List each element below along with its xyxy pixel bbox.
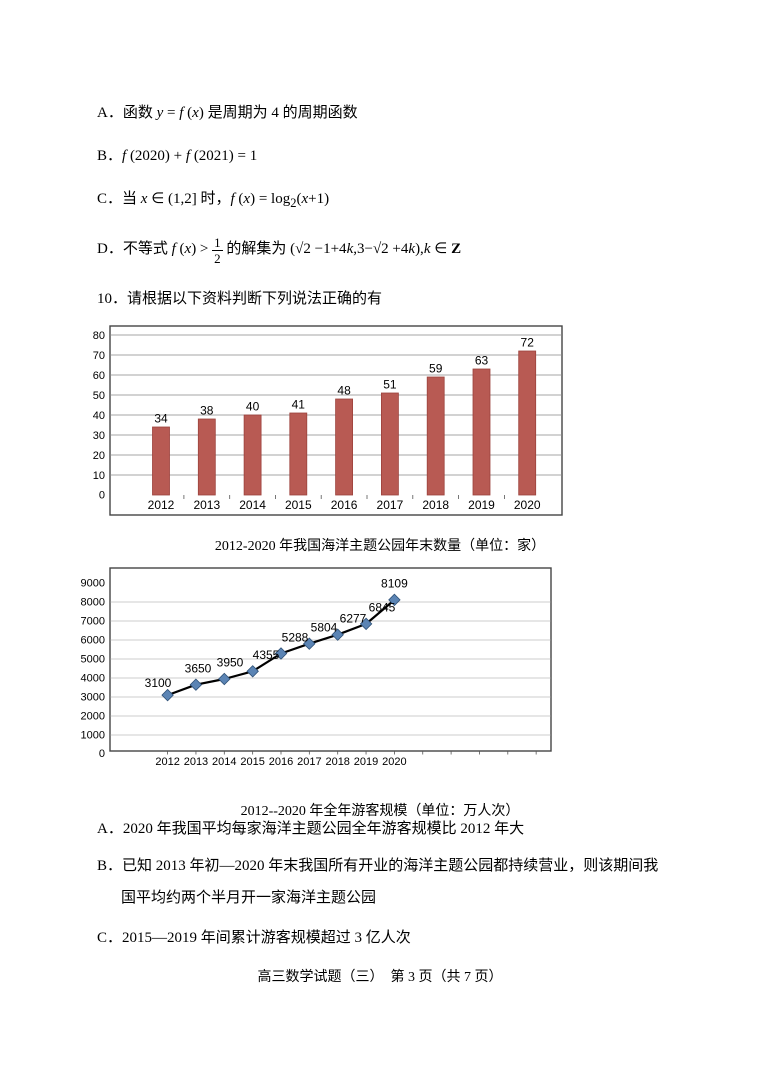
svg-text:10: 10 — [93, 470, 105, 482]
svg-text:2015: 2015 — [240, 756, 264, 768]
svg-text:48: 48 — [337, 384, 351, 398]
svg-text:4355: 4355 — [253, 648, 280, 662]
svg-text:3000: 3000 — [81, 692, 105, 704]
svg-text:34: 34 — [154, 412, 168, 426]
svg-text:5000: 5000 — [81, 654, 105, 666]
svg-text:8109: 8109 — [381, 577, 408, 591]
svg-text:38: 38 — [200, 404, 214, 418]
svg-text:6000: 6000 — [81, 635, 105, 647]
svg-text:0: 0 — [99, 490, 105, 502]
svg-text:2019: 2019 — [354, 756, 378, 768]
svg-text:8000: 8000 — [81, 597, 105, 609]
svg-text:20: 20 — [93, 450, 105, 462]
svg-text:41: 41 — [292, 398, 306, 412]
svg-text:2000: 2000 — [81, 711, 105, 723]
svg-text:2015: 2015 — [285, 498, 312, 512]
svg-text:80: 80 — [93, 330, 105, 342]
svg-text:0: 0 — [99, 748, 105, 760]
svg-text:2018: 2018 — [325, 756, 349, 768]
svg-text:2013: 2013 — [184, 756, 208, 768]
svg-text:51: 51 — [383, 378, 397, 392]
svg-text:2019: 2019 — [468, 498, 495, 512]
svg-text:9000: 9000 — [81, 578, 105, 590]
svg-text:3650: 3650 — [185, 662, 212, 676]
svg-text:2020: 2020 — [514, 498, 541, 512]
svg-text:2018: 2018 — [422, 498, 449, 512]
svg-text:7000: 7000 — [81, 616, 105, 628]
svg-text:3100: 3100 — [145, 676, 172, 690]
svg-text:30: 30 — [93, 430, 105, 442]
svg-text:72: 72 — [521, 336, 535, 350]
svg-text:2017: 2017 — [297, 756, 321, 768]
svg-text:2012: 2012 — [155, 756, 179, 768]
svg-text:4000: 4000 — [81, 673, 105, 685]
svg-text:6845: 6845 — [369, 601, 396, 615]
svg-text:50: 50 — [93, 390, 105, 402]
svg-text:40: 40 — [93, 410, 105, 422]
svg-text:5804: 5804 — [311, 621, 338, 635]
svg-text:2016: 2016 — [269, 756, 293, 768]
svg-text:40: 40 — [246, 400, 260, 414]
svg-text:2017: 2017 — [377, 498, 404, 512]
svg-text:6277: 6277 — [340, 612, 367, 626]
svg-text:1000: 1000 — [81, 730, 105, 742]
svg-text:5288: 5288 — [282, 630, 309, 644]
svg-text:63: 63 — [475, 354, 489, 368]
svg-text:3950: 3950 — [217, 656, 244, 670]
svg-text:2013: 2013 — [193, 498, 220, 512]
svg-text:70: 70 — [93, 350, 105, 362]
svg-text:60: 60 — [93, 370, 105, 382]
svg-text:59: 59 — [429, 362, 443, 376]
svg-text:2014: 2014 — [239, 498, 266, 512]
svg-text:2016: 2016 — [331, 498, 358, 512]
svg-text:2012: 2012 — [148, 498, 175, 512]
svg-text:2014: 2014 — [212, 756, 236, 768]
svg-text:2020: 2020 — [382, 756, 406, 768]
